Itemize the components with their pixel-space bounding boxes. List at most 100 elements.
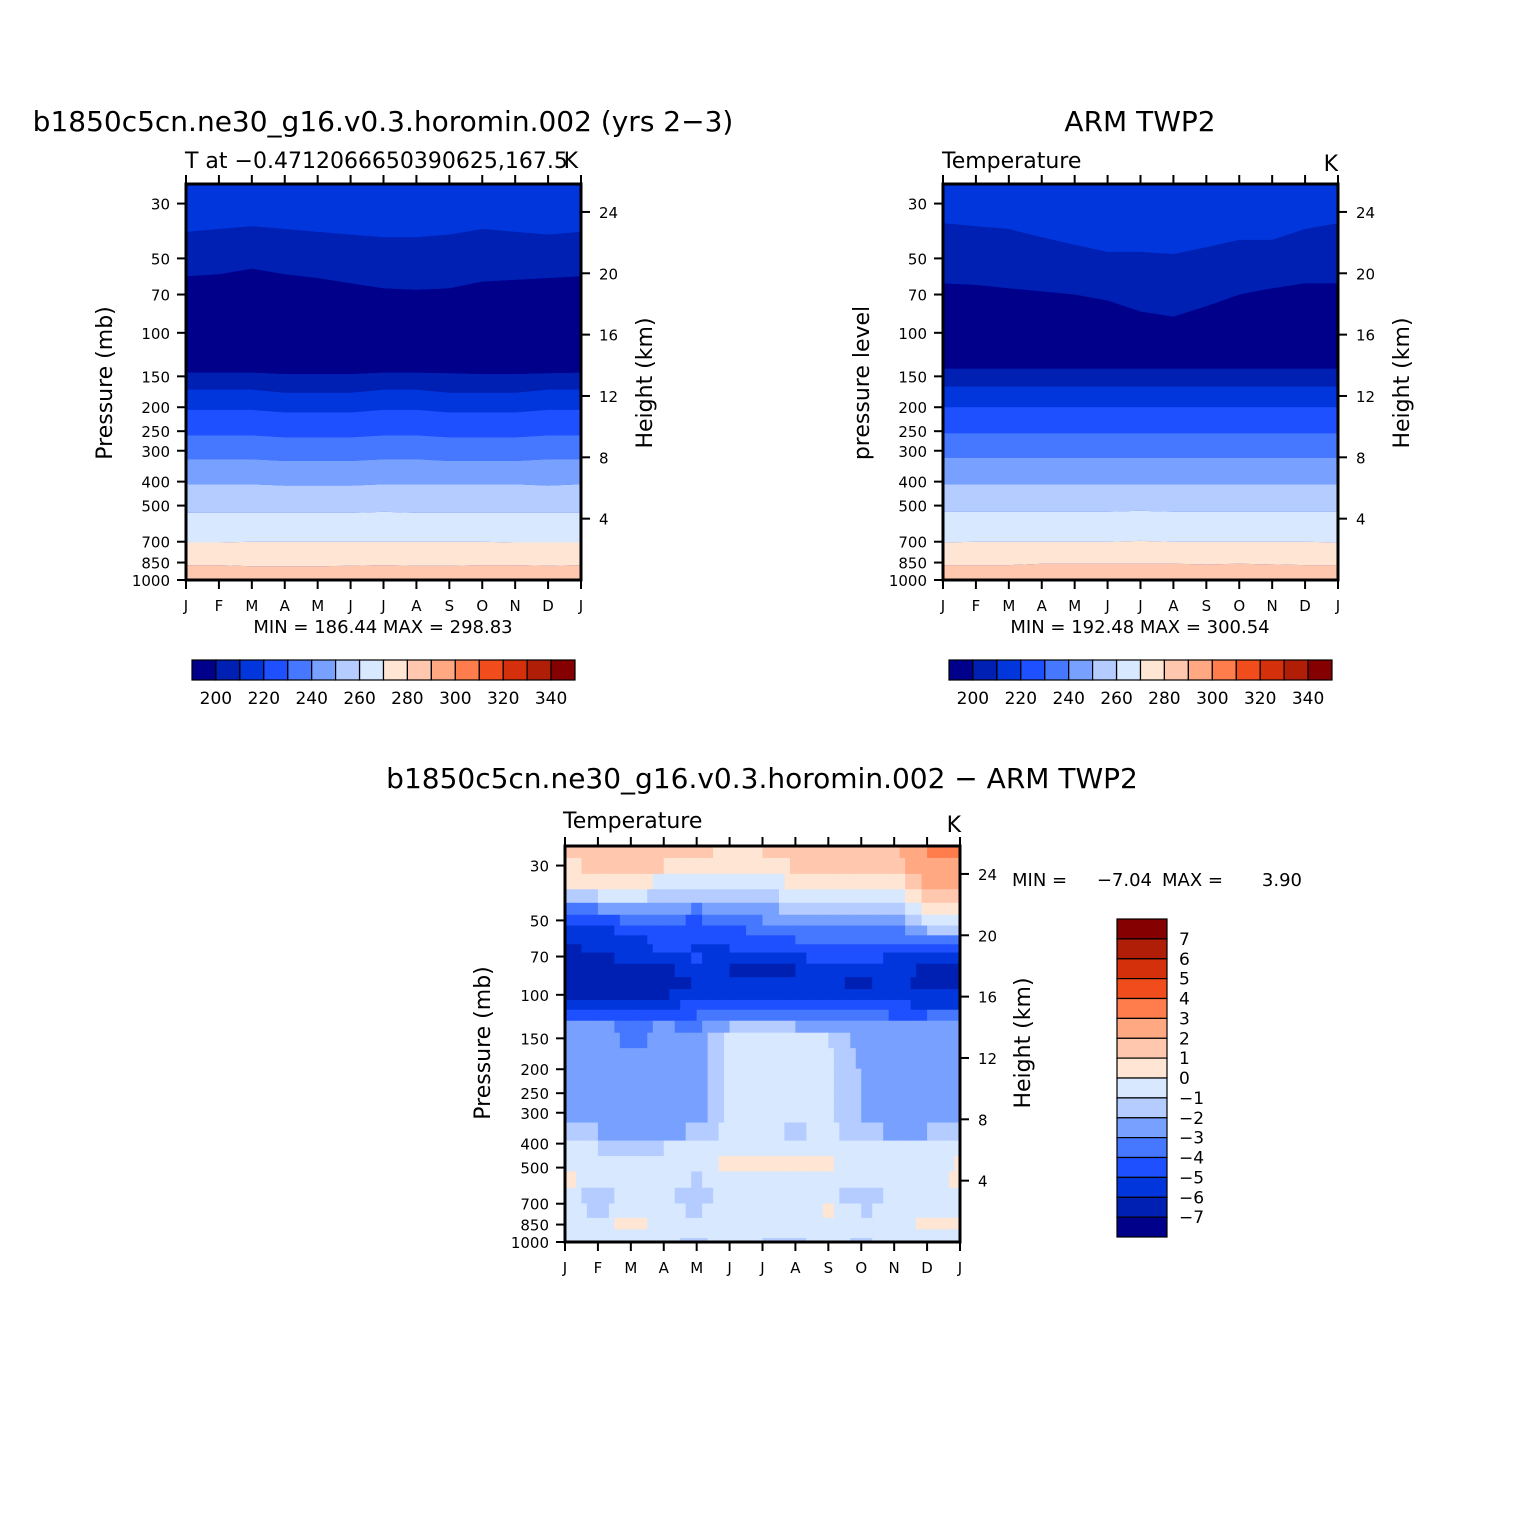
contour-cell: [817, 1032, 824, 1049]
contour-cell: [630, 1187, 637, 1205]
contour-cell: [894, 902, 901, 916]
contour-cell: [597, 977, 605, 990]
contour-cell: [899, 1032, 906, 1049]
contour-cell: [696, 1068, 703, 1090]
contour-cell: [916, 925, 923, 936]
contour-cell: [822, 1217, 829, 1230]
contour-cell: [641, 873, 648, 890]
contour-cell: [630, 902, 637, 916]
contour-cell: [581, 1156, 588, 1173]
contour-cell: [883, 914, 890, 927]
contour-cell: [767, 935, 775, 945]
contour-cell: [932, 1171, 939, 1189]
contour-cell: [943, 1140, 950, 1157]
contour-cell: [773, 914, 780, 927]
contour-cell: [954, 1009, 960, 1022]
contour-cell: [817, 1048, 824, 1070]
contour-cell: [757, 1122, 764, 1142]
colorbar-box: [1116, 1037, 1168, 1059]
contour-cell: [861, 952, 868, 965]
contour-cell: [894, 914, 901, 927]
contour-cell: [652, 1020, 659, 1034]
contour-cell: [949, 1048, 956, 1070]
contour-cell: [565, 989, 572, 1001]
contour-cell: [570, 1140, 577, 1157]
contour-cell: [767, 1122, 775, 1142]
contour-cell: [954, 1105, 960, 1124]
contour-cell: [861, 1140, 868, 1157]
contour-cell: [751, 1171, 758, 1189]
contour-cell: [932, 1088, 939, 1106]
contour-cell: [597, 1105, 605, 1124]
contour-cell: [762, 1048, 769, 1070]
contour-cell: [565, 1238, 572, 1242]
contour-cell: [905, 925, 912, 936]
contour-cell: [844, 952, 851, 965]
pressure-tick-label: 30: [151, 196, 170, 214]
contour-cell: [581, 977, 588, 990]
contour-cell: [614, 1229, 621, 1239]
contour-cell: [608, 1068, 615, 1090]
contour-cell: [674, 1238, 681, 1242]
contour-cell: [685, 873, 692, 890]
contour-cell: [927, 902, 934, 916]
contour-cell: [872, 935, 879, 945]
contour-cell: [625, 1105, 632, 1124]
contour-cell: [674, 999, 681, 1011]
contour-cell: [713, 1229, 720, 1239]
contour-cell: [713, 857, 720, 875]
contour-cell: [888, 1105, 895, 1124]
contour-cell: [729, 1122, 736, 1142]
contour-cell: [746, 925, 753, 936]
contour-cell: [839, 1105, 846, 1124]
contour-cell: [702, 925, 709, 936]
height-tick-label: 20: [1356, 265, 1375, 283]
contour-cell: [833, 857, 840, 875]
contour-cell: [850, 902, 857, 916]
colorbar-box: [1116, 1216, 1168, 1238]
contour-cell: [778, 1068, 786, 1090]
diff-subtitle-left: Temperature: [562, 809, 702, 834]
contour-cell: [658, 1238, 665, 1242]
contour-cell: [652, 1032, 659, 1049]
contour-cell: [817, 1088, 824, 1106]
contour-cell: [685, 1238, 692, 1242]
colorbar-label: 280: [391, 689, 423, 709]
contour-cell: [767, 1187, 775, 1205]
contour-cell: [861, 1009, 868, 1022]
contour-cell: [746, 1105, 753, 1124]
contour-cell: [565, 1203, 572, 1219]
contour-cell: [581, 935, 588, 945]
contour-cell: [603, 1203, 610, 1219]
contour-cell: [855, 873, 862, 890]
pressure-tick-label: 500: [898, 498, 927, 516]
contour-cell: [921, 1009, 928, 1022]
contour-cell: [669, 963, 676, 978]
contour-cell: [680, 1009, 687, 1022]
contour-cell: [751, 1068, 758, 1090]
contour-cell: [954, 925, 960, 936]
contour-cell: [932, 889, 939, 904]
contour-cell: [614, 925, 621, 936]
contour-cell: [724, 1217, 731, 1230]
contour-cell: [800, 1229, 807, 1239]
contour-cell: [641, 1171, 648, 1189]
height-tick-label: 4: [1356, 511, 1366, 529]
contour-cell: [833, 1156, 840, 1173]
contour-cell: [757, 999, 764, 1011]
contour-cell: [778, 1088, 786, 1106]
contour-cell: [855, 944, 862, 954]
contour-cell: [630, 846, 637, 859]
month-tick-label: O: [1233, 597, 1245, 615]
contour-cell: [669, 902, 676, 916]
contour-cell: [938, 1048, 945, 1070]
contour-cell: [581, 1048, 588, 1070]
colorbar-label: 340: [535, 689, 567, 709]
contour-cell: [795, 963, 802, 978]
contour-cell: [575, 1088, 583, 1106]
contour-cell: [949, 1088, 956, 1106]
contour-cell: [795, 1217, 802, 1230]
contour-cell: [658, 1105, 665, 1124]
contour-cell: [800, 1156, 807, 1173]
contour-cell: [850, 1122, 857, 1142]
